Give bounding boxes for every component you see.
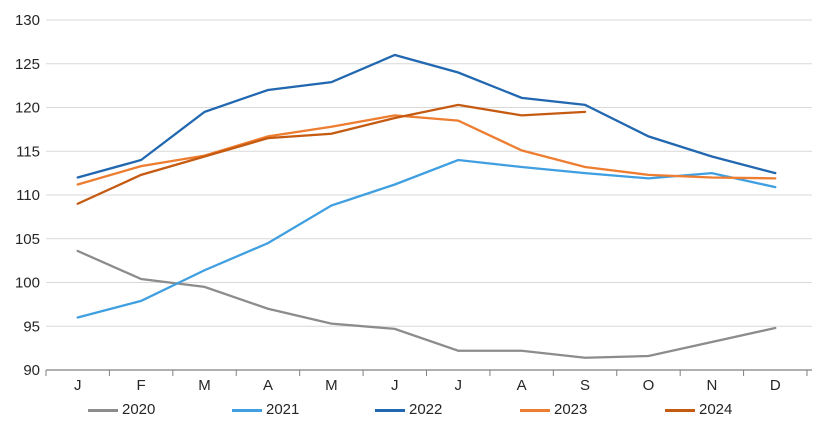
legend-item-2023: 2023	[520, 399, 587, 421]
legend-item-2021: 2021	[232, 399, 299, 421]
series-line-2021	[76, 158, 777, 319]
x-month-label-6: J	[454, 377, 462, 394]
y-tick-label-95: 95	[23, 318, 40, 335]
x-month-label-2: M	[198, 377, 211, 394]
x-month-label-0: J	[74, 377, 82, 394]
x-month-label-1: F	[137, 377, 146, 394]
y-tick-label-130: 130	[15, 12, 40, 29]
chart-legend: 2020 2021 2022 2023 2024	[0, 399, 820, 423]
legend-label-2021: 2021	[266, 401, 300, 418]
x-month-label-4: M	[325, 377, 338, 394]
y-tick-label-125: 125	[15, 56, 40, 73]
legend-label-2022: 2022	[409, 401, 443, 418]
series-line-2024	[76, 103, 587, 205]
legend-label-2023: 2023	[554, 401, 588, 418]
legend-swatch-2023	[520, 408, 550, 412]
x-month-label-5: J	[391, 377, 399, 394]
series-line-2022	[76, 53, 777, 179]
legend-swatch-2021	[232, 408, 262, 412]
x-month-label-9: O	[643, 377, 655, 394]
x-month-label-11: D	[770, 377, 781, 394]
y-tick-label-120: 120	[15, 100, 40, 117]
x-month-label-10: N	[706, 377, 717, 394]
x-month-label-3: A	[263, 377, 273, 394]
y-tick-label-90: 90	[23, 362, 40, 379]
legend-swatch-2022	[375, 408, 405, 412]
legend-item-2024: 2024	[665, 399, 732, 421]
legend-item-2020: 2020	[88, 399, 155, 421]
y-tick-label-105: 105	[15, 231, 40, 248]
legend-label-2020: 2020	[122, 401, 156, 418]
y-tick-label-100: 100	[15, 275, 40, 292]
x-month-label-8: S	[580, 377, 590, 394]
x-month-label-7: A	[517, 377, 527, 394]
y-tick-label-115: 115	[16, 143, 40, 160]
y-tick-label-110: 110	[16, 187, 40, 204]
legend-item-2022: 2022	[375, 399, 442, 421]
chart-canvas: 90 95 100 105 110 115 120 125 130 J F M A M J J A S O N D	[15, 12, 812, 394]
legend-swatch-2020	[88, 408, 118, 412]
legend-swatch-2024	[665, 408, 695, 412]
series-line-2023	[76, 114, 777, 186]
legend-label-2024: 2024	[699, 401, 733, 418]
series-line-2020	[76, 249, 777, 359]
